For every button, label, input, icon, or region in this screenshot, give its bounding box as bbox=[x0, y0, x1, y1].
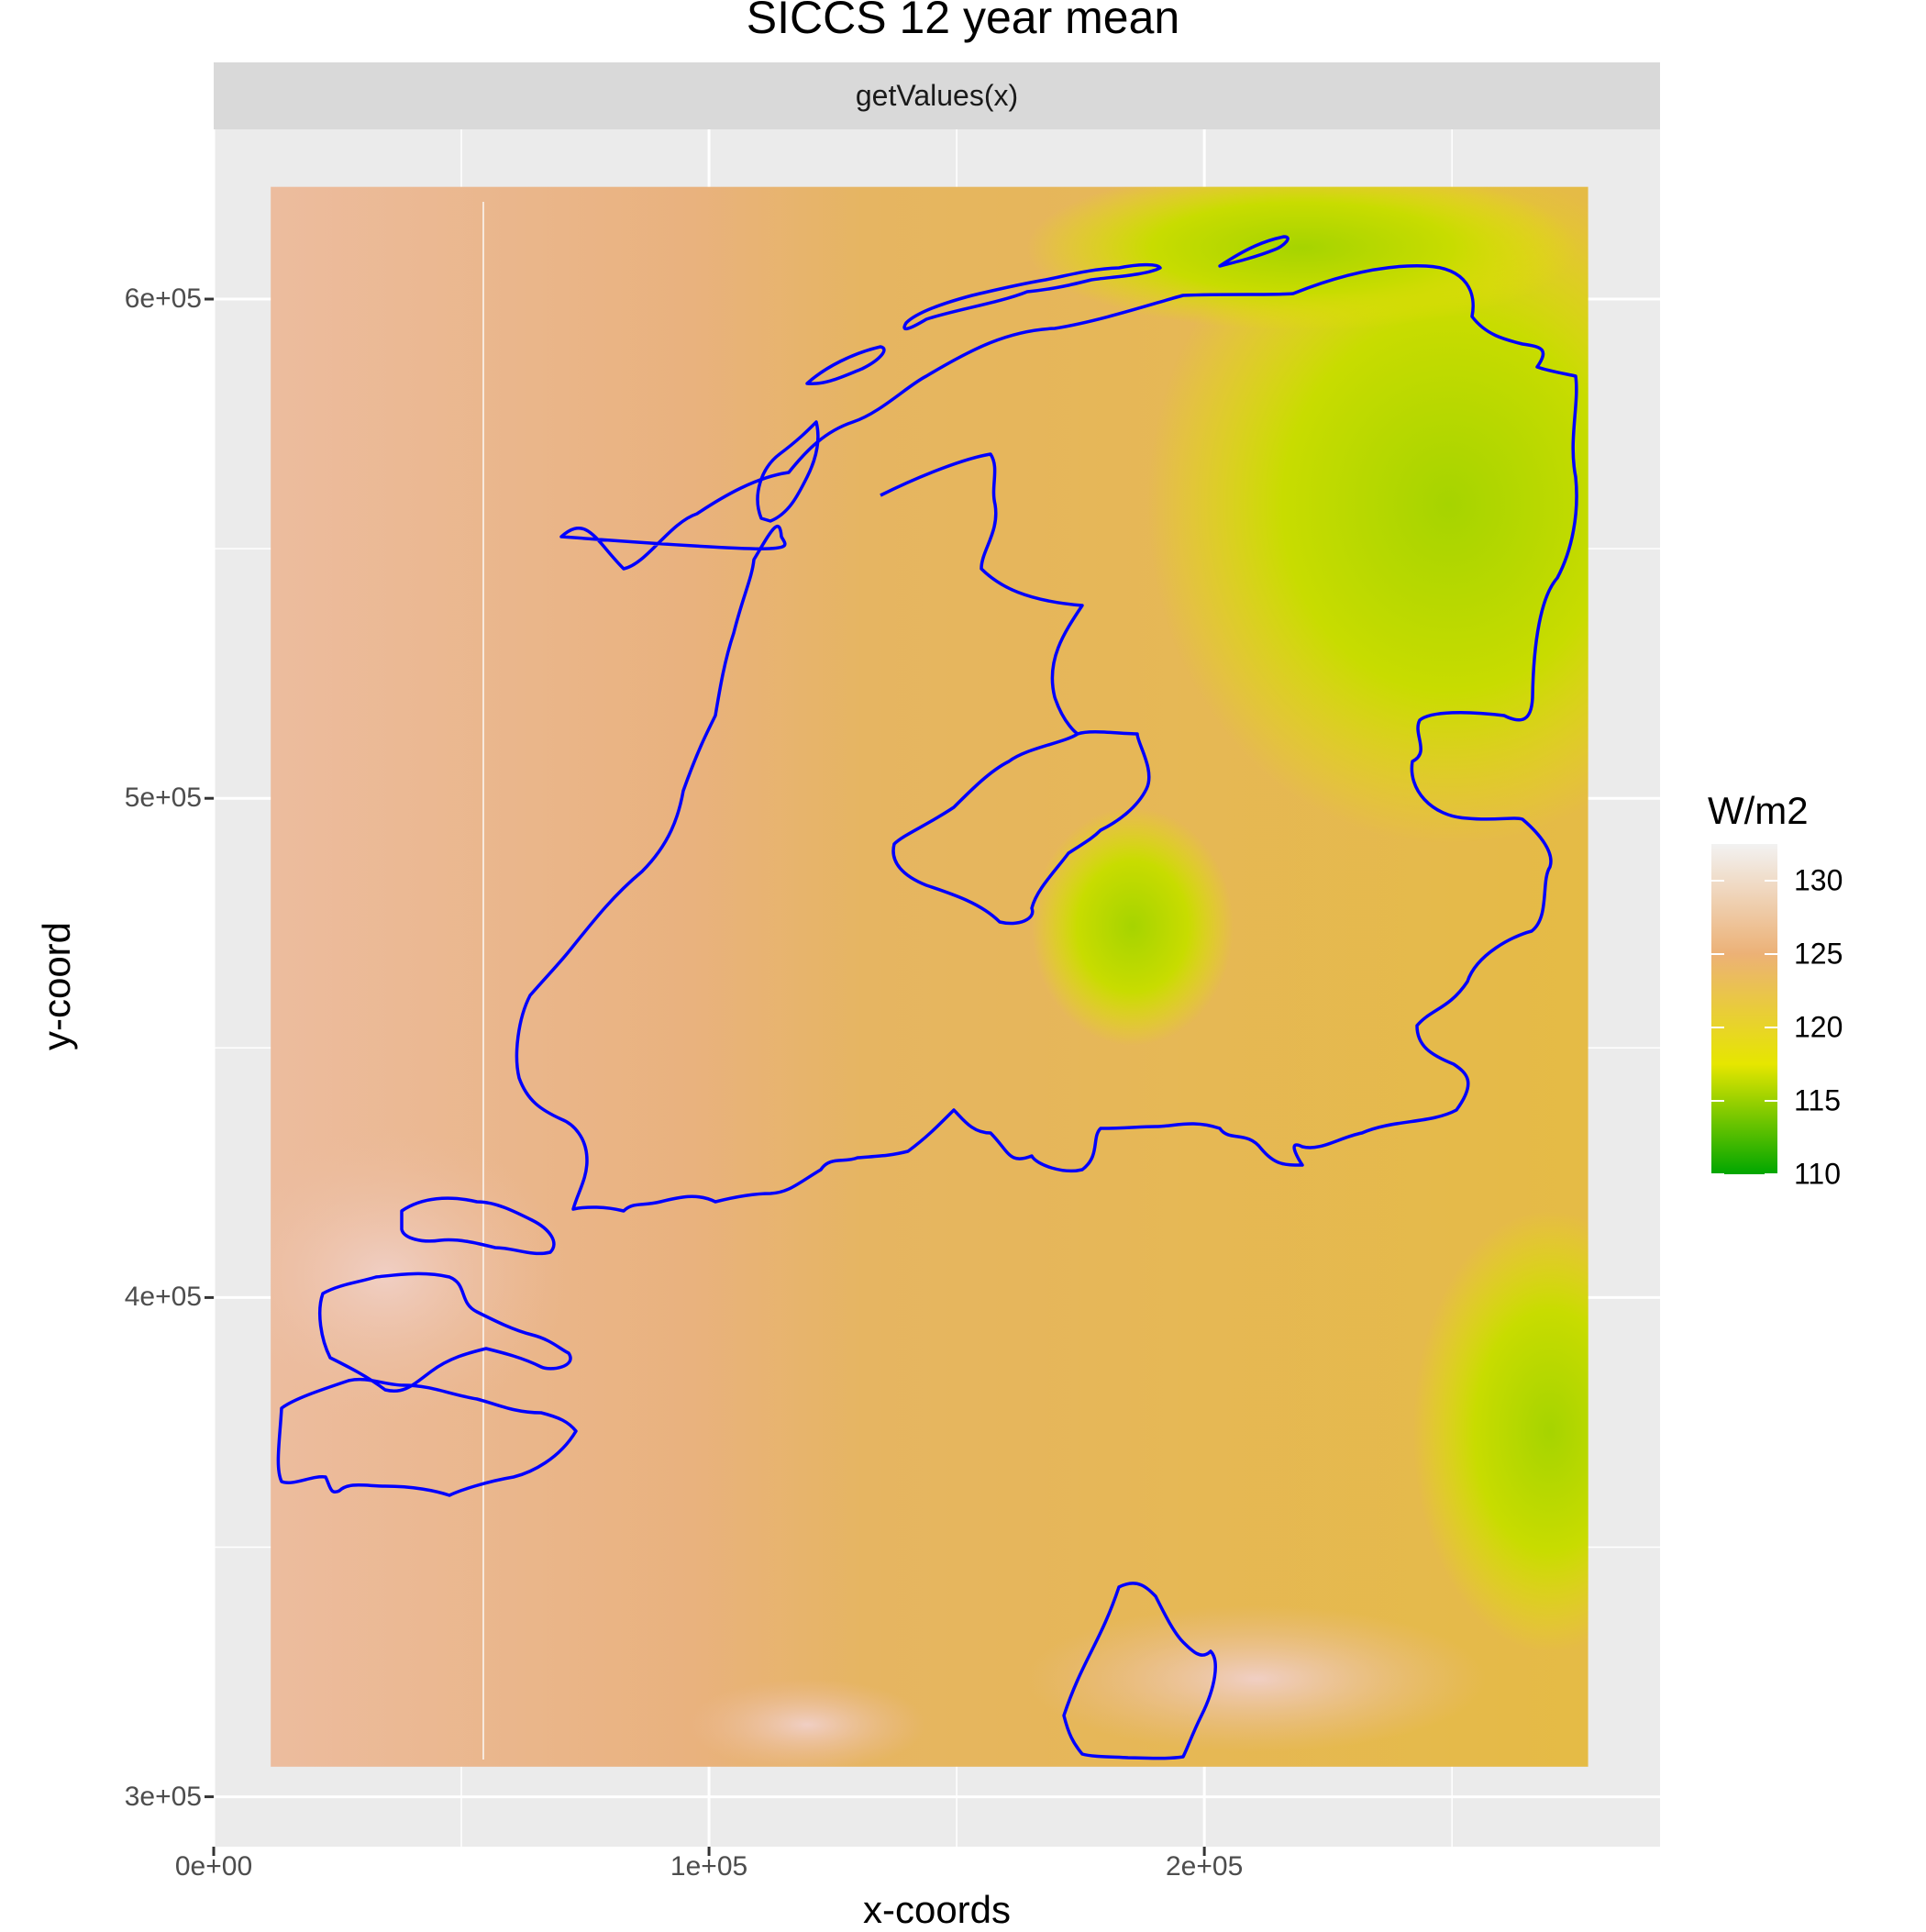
outline-north-island-3 bbox=[805, 345, 886, 385]
outline-ijsselmeer bbox=[880, 452, 1151, 926]
outline-zeeland-3 bbox=[400, 1196, 556, 1256]
raster-zone-veluwe bbox=[1032, 807, 1234, 1046]
y-tick-label: 5e+05 bbox=[124, 783, 202, 814]
facet-strip: getValues(x) bbox=[214, 62, 1660, 129]
facet-strip-label: getValues(x) bbox=[855, 79, 1019, 112]
y-tick-label: 4e+05 bbox=[124, 1282, 202, 1313]
legend-tick-label: 125 bbox=[1794, 937, 1843, 971]
outline-north-island-2 bbox=[1218, 235, 1290, 268]
y-axis-label: y-coord bbox=[35, 921, 78, 1051]
raster-zone-northeast bbox=[1146, 186, 1588, 844]
x-tick-label: 0e+00 bbox=[174, 1851, 253, 1882]
y-tick-label: 3e+05 bbox=[124, 1781, 202, 1812]
raster-zone-south bbox=[688, 1679, 926, 1767]
legend-title: W/m2 bbox=[1708, 789, 1809, 832]
country-outline bbox=[276, 235, 1578, 1760]
x-tick-label: 2e+05 bbox=[1165, 1851, 1244, 1882]
outline-zeeland-1 bbox=[276, 1377, 578, 1497]
chart-title: SICCS 12 year mean bbox=[746, 0, 1180, 43]
axis-tick-marks bbox=[205, 297, 1206, 1856]
legend-tick-label: 115 bbox=[1794, 1083, 1842, 1117]
outline-texel bbox=[756, 420, 820, 523]
raster-zone-southeast bbox=[1412, 1211, 1588, 1651]
outline-north-island-1 bbox=[902, 262, 1162, 331]
x-axis-label: x-coords bbox=[862, 1888, 1012, 1931]
x-tick-label: 1e+05 bbox=[670, 1851, 748, 1882]
raster-heatmap bbox=[271, 186, 1588, 1767]
y-tick-label: 6e+05 bbox=[124, 283, 202, 315]
legend-tick-label: 130 bbox=[1794, 863, 1843, 897]
raster-zone-north-coast bbox=[1027, 186, 1577, 330]
outline-limburg bbox=[1062, 1582, 1217, 1760]
legend-colorbar bbox=[1711, 844, 1777, 1174]
legend-tick-label: 110 bbox=[1794, 1157, 1842, 1191]
legend-tick-label: 120 bbox=[1794, 1010, 1843, 1044]
raster-zone-limburg bbox=[1027, 1605, 1486, 1752]
outline-mainland bbox=[515, 264, 1578, 1213]
outline-zeeland-2 bbox=[317, 1271, 572, 1393]
